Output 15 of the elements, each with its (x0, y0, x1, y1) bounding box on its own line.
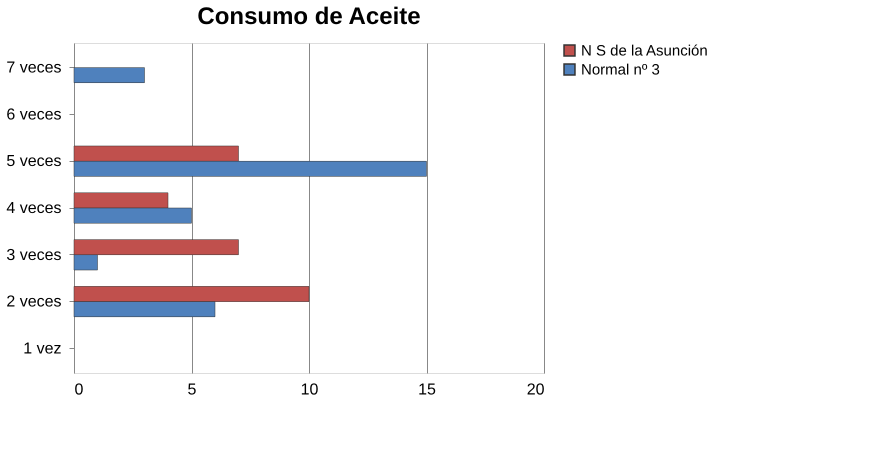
y-tick-label: 7 veces (6, 60, 62, 77)
x-tick-label: 0 (74, 382, 84, 398)
y-tick-label: 6 veces (6, 106, 62, 124)
x-tick-label: 10 (300, 382, 318, 398)
x-tick-label: 15 (418, 382, 436, 398)
chart-title: Consumo de Aceite (197, 3, 421, 30)
x-tick-label: 5 (188, 382, 197, 398)
legend-label: Normal nº 3 (581, 62, 660, 78)
y-tick-label: 4 veces (6, 200, 62, 217)
y-tick-label: 3 veces (6, 246, 62, 264)
x-tick-label: 20 (526, 382, 545, 398)
y-tick-label: 2 veces (6, 294, 62, 311)
legend-label: N S de la Asunción (581, 42, 708, 60)
y-tick-label: 5 veces (6, 153, 62, 170)
y-tick-label: 1 vez (23, 340, 62, 358)
